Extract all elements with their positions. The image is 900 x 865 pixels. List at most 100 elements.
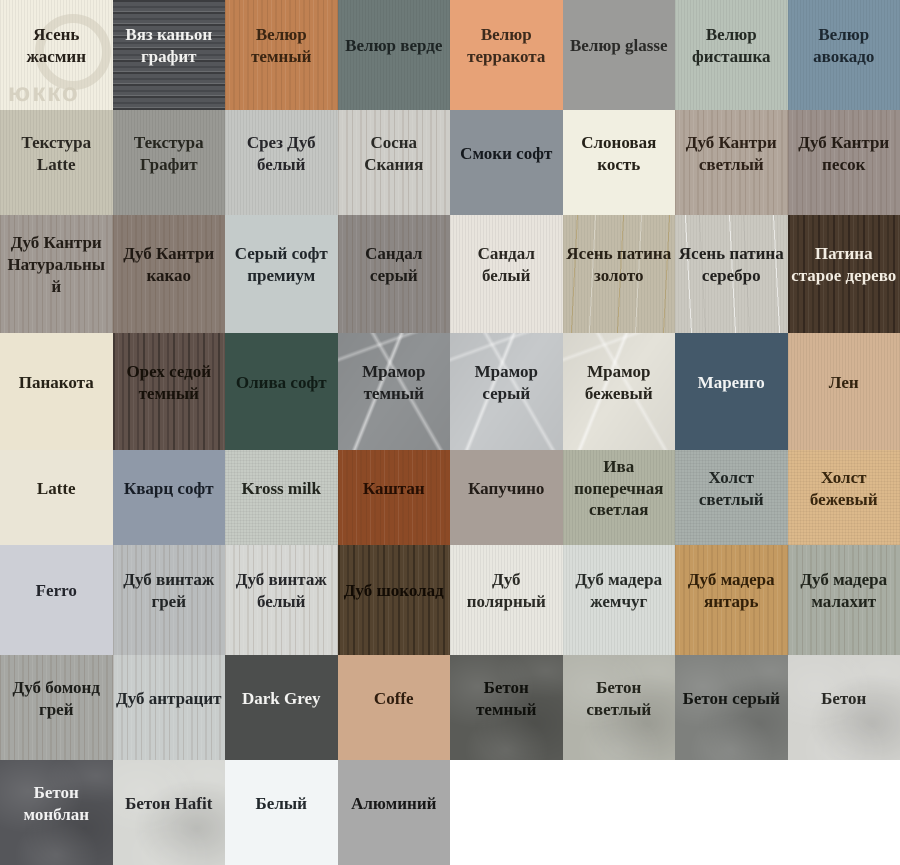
swatch-cell[interactable]: Бетон серый: [675, 655, 788, 760]
swatch-cell[interactable]: Latte: [0, 450, 113, 545]
swatch-cell[interactable]: Смоки софт: [450, 110, 563, 215]
swatch-cell[interactable]: Дуб антрацит: [112, 655, 225, 760]
swatch-label: Ива поперечная светлая: [574, 456, 664, 520]
swatch-label: Dark Grey: [241, 688, 321, 708]
swatch-cell[interactable]: Бетон Hafit: [113, 760, 226, 865]
swatch-cell[interactable]: Вяз каньон графит: [112, 0, 225, 110]
swatch-cell[interactable]: Олива софт: [225, 333, 338, 450]
swatch-cell[interactable]: Срез Дуб белый: [225, 110, 338, 215]
swatch-label: Велюр терракота: [467, 25, 546, 66]
swatch-cell[interactable]: Велюр темный: [225, 0, 338, 110]
swatch-cell[interactable]: Ясень патина золото: [563, 215, 676, 333]
swatch-cell[interactable]: Бетон: [788, 655, 900, 760]
swatch-label: Ясень патина серебро: [678, 244, 784, 285]
swatch-cell[interactable]: Холст бежевый: [788, 450, 900, 545]
swatch-cell[interactable]: Дуб мадера янтарь: [675, 545, 788, 655]
swatch-label: Текстура Latte: [21, 132, 92, 174]
swatch-label: Смоки софт: [460, 143, 553, 163]
swatch-label: Дуб шоколад: [343, 581, 444, 601]
swatch-label: Белый: [255, 793, 307, 813]
swatch-cell[interactable]: Серый софт премиум: [225, 215, 338, 333]
swatch-cell[interactable]: Орех седой темный: [112, 333, 225, 450]
swatch-cell[interactable]: Сандал серый: [337, 215, 450, 333]
swatch-cell[interactable]: Холст светлый: [675, 450, 788, 545]
swatch-cell[interactable]: Дуб Кантри песок: [787, 110, 900, 215]
swatch-label: Серый софт премиум: [234, 244, 328, 285]
swatch-cell[interactable]: Сосна Скания: [337, 110, 450, 215]
swatch-cell[interactable]: Ива поперечная светлая: [562, 450, 675, 545]
swatch-row: Дуб бомонд грей Дуб антрацит Dark Grey Coff…: [0, 655, 900, 760]
swatch-cell[interactable]: Ясень патина серебро: [675, 215, 788, 333]
swatch-cell[interactable]: Coffe: [337, 655, 450, 760]
swatch-cell[interactable]: Маренго: [675, 333, 788, 450]
swatch-label: Дуб бомонд грей: [12, 677, 100, 719]
swatch-cell[interactable]: Мрамор темный: [338, 333, 451, 450]
swatch-cell[interactable]: Дуб бомонд грей: [0, 655, 113, 760]
swatch-label: Мрамор темный: [362, 361, 426, 403]
swatch-label: Дуб антрацит: [116, 688, 222, 708]
swatch-label: Велюр авокадо: [813, 25, 875, 66]
swatch-cell[interactable]: Каштан: [337, 450, 450, 545]
swatch-cell[interactable]: Дуб винтаж грей: [112, 545, 225, 655]
swatch-label: Ясень жасмин: [26, 25, 87, 66]
swatch-cell[interactable]: Велюр glasse: [562, 0, 675, 110]
swatch-cell[interactable]: Алюминий: [337, 760, 450, 865]
swatch-label: Дуб Кантри какао: [123, 244, 215, 285]
swatch-label: Холст бежевый: [809, 467, 878, 509]
swatch-label: Мрамор серый: [474, 361, 538, 403]
swatch-cell[interactable]: юкко Ясень жасмин: [0, 0, 113, 110]
swatch-label: Бетон Hafit: [125, 793, 213, 813]
swatch-cell[interactable]: Панакота: [0, 333, 113, 450]
swatch-cell[interactable]: Бетон монблан: [0, 760, 113, 865]
swatch-cell[interactable]: Бетон темный: [450, 655, 563, 760]
swatch-cell[interactable]: Дуб винтаж белый: [225, 545, 338, 655]
swatch-cell[interactable]: Велюр верде: [337, 0, 450, 110]
swatch-label: Latte: [36, 478, 76, 498]
swatch-label: Ясень патина золото: [566, 244, 672, 285]
swatch-label: Олива софт: [235, 372, 327, 392]
swatch-label: Дуб мадера малахит: [800, 570, 888, 611]
swatch-cell[interactable]: Белый: [225, 760, 338, 865]
swatch-cell[interactable]: Патина старое дерево: [787, 215, 900, 333]
swatch-cell[interactable]: Дуб мадера жемчуг: [562, 545, 675, 655]
swatch-cell[interactable]: Кварц софт: [112, 450, 225, 545]
swatch-cell[interactable]: Велюр терракота: [450, 0, 563, 110]
swatch-cell[interactable]: Бетон светлый: [563, 655, 676, 760]
swatch-label: Мрамор бежевый: [584, 361, 653, 403]
swatch-label: Слоновая кость: [581, 132, 657, 174]
swatch-cell[interactable]: Велюр авокадо: [787, 0, 900, 110]
swatch-cell[interactable]: Текстура Графит: [112, 110, 225, 215]
swatch-cell[interactable]: Мрамор серый: [450, 333, 563, 450]
swatch-label: Kross milk: [241, 478, 321, 498]
swatch-cell[interactable]: Дуб Кантри какао: [112, 215, 225, 333]
swatch-cell[interactable]: Дуб шоколад: [337, 545, 450, 655]
swatch-row: Дуб Кантри Натуральный Дуб Кантри какао Се…: [0, 215, 900, 333]
swatch-label: Алюминий: [351, 793, 437, 813]
swatch-label: Бетон серый: [682, 688, 780, 708]
swatch-row: юкко Ясень жасмин Вяз каньон графит Велюр т…: [0, 0, 900, 110]
swatch-cell[interactable]: Лен: [787, 333, 900, 450]
swatch-label: Ferro: [35, 581, 77, 601]
swatch-cell[interactable]: Сандал белый: [450, 215, 563, 333]
swatch-cell[interactable]: Капучино: [450, 450, 563, 545]
swatch-label: Каштан: [362, 478, 425, 498]
swatch-cell[interactable]: Дуб Кантри светлый: [675, 110, 788, 215]
swatch-cell[interactable]: Слоновая кость: [562, 110, 675, 215]
swatch-cell[interactable]: Ferro: [0, 545, 113, 655]
swatch-label: Велюр темный: [251, 25, 312, 66]
swatch-cell[interactable]: Текстура Latte: [0, 110, 113, 215]
swatch-cell[interactable]: Мрамор бежевый: [563, 333, 676, 450]
swatch-cell[interactable]: Дуб мадера малахит: [787, 545, 900, 655]
swatch-cell[interactable]: Велюр фисташка: [675, 0, 788, 110]
swatch-cell[interactable]: Дуб полярный: [450, 545, 563, 655]
swatch-label: Патина старое дерево: [791, 244, 897, 285]
swatch-label: Дуб мадера янтарь: [687, 570, 775, 611]
swatch-label: Сосна Скания: [364, 132, 424, 174]
swatch-label: Дуб винтаж белый: [235, 570, 327, 611]
swatch-cell[interactable]: Dark Grey: [225, 655, 338, 760]
swatch-cell[interactable]: Дуб Кантри Натуральный: [0, 215, 113, 333]
swatch-cell[interactable]: Kross milk: [225, 450, 338, 545]
swatch-label: Лен: [828, 372, 859, 392]
swatch-label: Велюр glasse: [569, 36, 668, 56]
